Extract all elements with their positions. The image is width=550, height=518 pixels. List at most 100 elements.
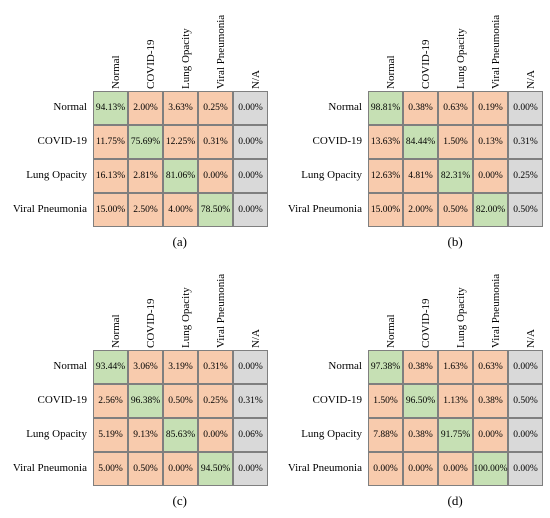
column-label: COVID-19 bbox=[144, 298, 157, 349]
row-label: Viral Pneumonia bbox=[12, 462, 87, 474]
matrix-cell: 16.13% bbox=[93, 159, 128, 193]
matrix-cell: 0.63% bbox=[438, 91, 473, 125]
row-label: Lung Opacity bbox=[26, 169, 87, 181]
matrix-cell: 3.63% bbox=[163, 91, 198, 125]
matrix-cell: 0.00% bbox=[508, 418, 543, 452]
matrix-cell: 0.19% bbox=[473, 91, 508, 125]
matrix-cell: 0.50% bbox=[508, 193, 543, 227]
matrix-cell: 0.00% bbox=[508, 350, 543, 384]
row-label: COVID-19 bbox=[312, 394, 363, 406]
panel-caption: (c) bbox=[172, 493, 187, 508]
matrix-cell: 82.00% bbox=[473, 193, 508, 227]
panel-caption: (b) bbox=[447, 234, 463, 249]
matrix-cell: 2.81% bbox=[128, 159, 163, 193]
matrix-cell: 0.31% bbox=[198, 350, 233, 384]
matrix-cell: 0.50% bbox=[508, 384, 543, 418]
matrix-cell: 5.00% bbox=[93, 452, 128, 486]
matrix-cell: 91.75% bbox=[438, 418, 473, 452]
matrix-cell: 0.25% bbox=[198, 91, 233, 125]
column-label: Viral Pneumonia bbox=[489, 14, 502, 89]
matrix-cell: 0.38% bbox=[403, 91, 438, 125]
column-label: Lung Opacity bbox=[179, 287, 192, 348]
matrix-cell: 2.00% bbox=[128, 91, 163, 125]
matrix-cell: 5.19% bbox=[93, 418, 128, 452]
matrix-cell: 0.50% bbox=[438, 193, 473, 227]
row-label: Viral Pneumonia bbox=[287, 203, 362, 215]
matrix-cell: 0.00% bbox=[233, 159, 268, 193]
matrix-cell: 15.00% bbox=[368, 193, 403, 227]
matrix-cell: 9.13% bbox=[128, 418, 163, 452]
column-label: Lung Opacity bbox=[454, 28, 467, 89]
matrix-cell: 0.13% bbox=[473, 125, 508, 159]
row-label: Lung Opacity bbox=[301, 169, 362, 181]
matrix-cell: 0.00% bbox=[198, 418, 233, 452]
confusion-matrix-panel: Normal COVID-19 Lung Opacity Viral Pneumoni… bbox=[275, 259, 550, 518]
matrix-cell: 0.00% bbox=[368, 452, 403, 486]
column-label: Viral Pneumonia bbox=[214, 273, 227, 348]
matrix-cell: 78.50% bbox=[198, 193, 233, 227]
column-label: Viral Pneumonia bbox=[489, 273, 502, 348]
matrix-cell: 0.00% bbox=[233, 350, 268, 384]
row-label: Lung Opacity bbox=[301, 428, 362, 440]
matrix-cell: 0.00% bbox=[233, 193, 268, 227]
confusion-matrix-panel: Normal COVID-19 Lung Opacity Viral Pneumoni… bbox=[0, 259, 275, 518]
matrix-cell: 3.06% bbox=[128, 350, 163, 384]
column-label: COVID-19 bbox=[144, 39, 157, 90]
column-label: Normal bbox=[109, 314, 122, 348]
matrix-cell: 0.00% bbox=[473, 418, 508, 452]
matrix-cell: 97.38% bbox=[368, 350, 403, 384]
matrix-cell: 96.50% bbox=[403, 384, 438, 418]
matrix-cell: 12.25% bbox=[163, 125, 198, 159]
column-label: COVID-19 bbox=[419, 39, 432, 90]
matrix-cell: 0.63% bbox=[473, 350, 508, 384]
matrix-cell: 0.50% bbox=[163, 384, 198, 418]
row-label: Normal bbox=[53, 101, 87, 113]
row-label: COVID-19 bbox=[37, 135, 88, 147]
row-label: COVID-19 bbox=[312, 135, 363, 147]
column-label: N/A bbox=[249, 70, 262, 89]
matrix-cell: 0.38% bbox=[403, 350, 438, 384]
matrix-cell: 82.31% bbox=[438, 159, 473, 193]
matrix-cell: 15.00% bbox=[93, 193, 128, 227]
row-label: Viral Pneumonia bbox=[12, 203, 87, 215]
column-label: Normal bbox=[109, 55, 122, 89]
confusion-matrix-panel: Normal COVID-19 Lung Opacity Viral Pneumoni… bbox=[0, 0, 275, 259]
matrix-cell: 0.00% bbox=[508, 452, 543, 486]
column-label: N/A bbox=[524, 329, 537, 348]
matrix-cell: 1.63% bbox=[438, 350, 473, 384]
row-label: Normal bbox=[328, 101, 362, 113]
matrix-cell: 75.69% bbox=[128, 125, 163, 159]
matrix-cell: 0.00% bbox=[163, 452, 198, 486]
matrix-cell: 12.63% bbox=[368, 159, 403, 193]
matrix-cell: 96.38% bbox=[128, 384, 163, 418]
matrix-cell: 0.00% bbox=[233, 125, 268, 159]
panel-caption: (d) bbox=[447, 493, 463, 508]
matrix-cell: 0.00% bbox=[233, 452, 268, 486]
column-label: Lung Opacity bbox=[179, 28, 192, 89]
matrix-cell: 3.19% bbox=[163, 350, 198, 384]
row-label: Viral Pneumonia bbox=[287, 462, 362, 474]
matrix-cell: 4.00% bbox=[163, 193, 198, 227]
matrix-cell: 0.00% bbox=[473, 159, 508, 193]
matrix-cell: 2.56% bbox=[93, 384, 128, 418]
matrix-cell: 0.50% bbox=[128, 452, 163, 486]
matrix-cell: 0.00% bbox=[198, 159, 233, 193]
matrix-cell: 0.38% bbox=[403, 418, 438, 452]
matrix-cell: 84.44% bbox=[403, 125, 438, 159]
matrix-cell: 0.06% bbox=[233, 418, 268, 452]
matrix-cell: 1.50% bbox=[368, 384, 403, 418]
matrix-cell: 4.81% bbox=[403, 159, 438, 193]
row-label: Normal bbox=[328, 360, 362, 372]
matrix-cell: 0.38% bbox=[473, 384, 508, 418]
column-label: Normal bbox=[384, 314, 397, 348]
matrix-cell: 100.00% bbox=[473, 452, 508, 486]
matrix-cell: 93.44% bbox=[93, 350, 128, 384]
confusion-matrix-panel: Normal COVID-19 Lung Opacity Viral Pneumoni… bbox=[275, 0, 550, 259]
matrix-cell: 1.13% bbox=[438, 384, 473, 418]
matrix-cell: 85.63% bbox=[163, 418, 198, 452]
row-label: Normal bbox=[53, 360, 87, 372]
matrix-cell: 0.25% bbox=[508, 159, 543, 193]
column-label: Normal bbox=[384, 55, 397, 89]
matrix-cell: 1.50% bbox=[438, 125, 473, 159]
